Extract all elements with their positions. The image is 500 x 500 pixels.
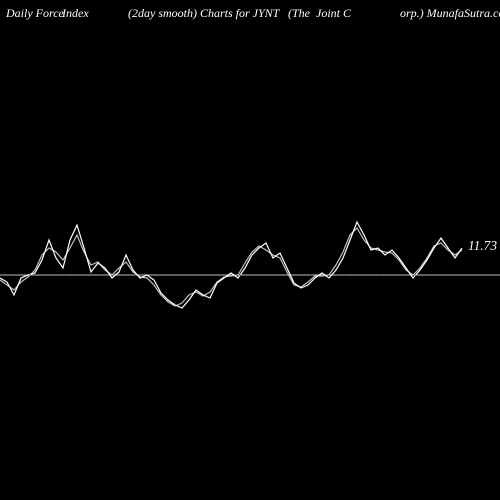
baseline-dot [344, 274, 346, 276]
baseline-dot [204, 274, 206, 276]
baseline-dot [134, 274, 136, 276]
baseline-dot [414, 274, 416, 276]
baseline-dot [379, 274, 381, 276]
baseline-dot [309, 274, 311, 276]
baseline-dot [274, 274, 276, 276]
baseline-dot [29, 274, 31, 276]
baseline-dot [64, 274, 66, 276]
current-value-label: 11.73 [468, 238, 497, 254]
baseline-dot [239, 274, 241, 276]
chart-canvas: Daily ForceIndex(2day smooth) Charts for… [0, 0, 500, 500]
baseline-dot [99, 274, 101, 276]
chart-plot [0, 0, 500, 500]
baseline-dot [169, 274, 171, 276]
series-smooth [0, 228, 462, 306]
baseline-dot [449, 274, 451, 276]
series-raw [0, 222, 462, 308]
